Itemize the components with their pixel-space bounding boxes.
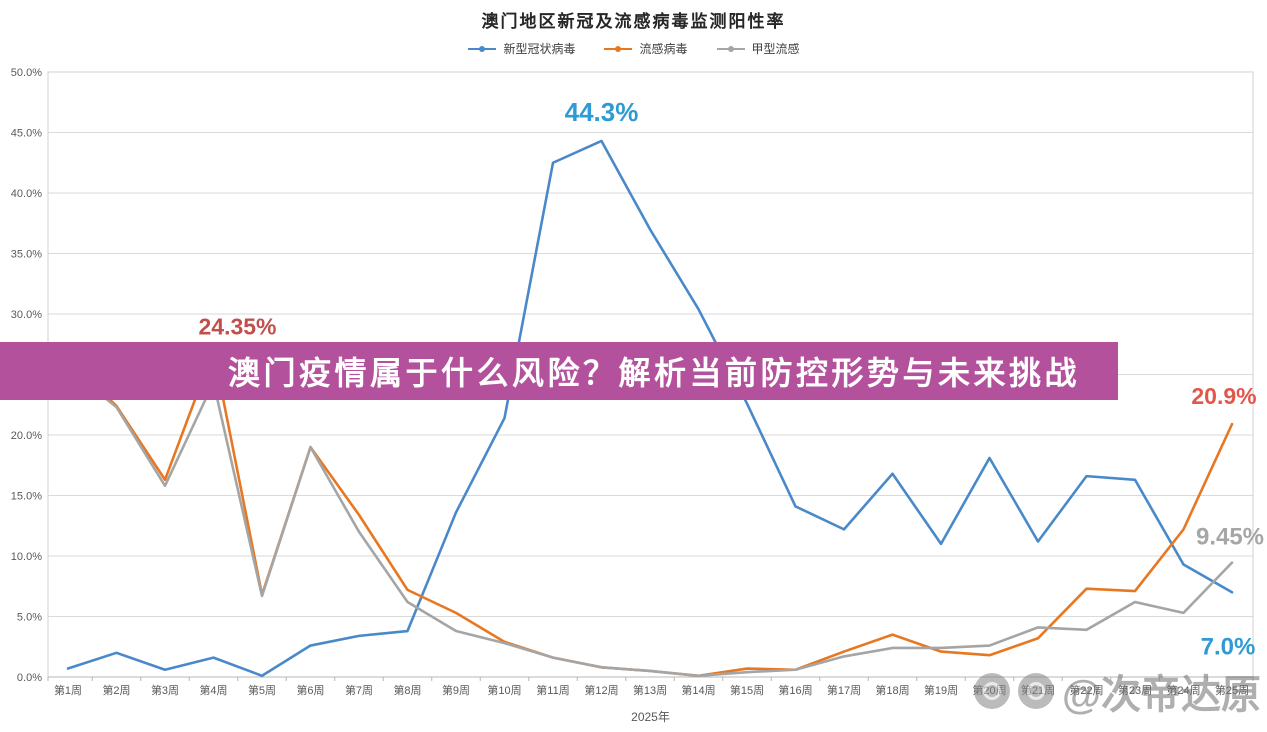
legend-label: 流感病毒 bbox=[639, 42, 688, 56]
x-tick-label: 第19周 bbox=[924, 683, 958, 697]
x-tick-label: 第3周 bbox=[151, 683, 179, 697]
data-label: 20.9% bbox=[1191, 383, 1256, 409]
x-tick-label: 第8周 bbox=[393, 683, 421, 697]
headline-text: 澳门疫情属于什么风险？解析当前防控形势与未来挑战 bbox=[228, 355, 1081, 391]
watermark-handle: @次帝达原 bbox=[1061, 673, 1261, 717]
x-tick-label: 第23周 bbox=[1118, 683, 1152, 697]
x-tick-label: 第14周 bbox=[681, 683, 715, 697]
legend-marker-icon bbox=[716, 45, 745, 52]
data-label: 9.45% bbox=[1196, 524, 1264, 551]
x-tick-label: 第1周 bbox=[54, 683, 82, 697]
data-label: 24.35% bbox=[198, 313, 276, 339]
x-tick-label: 第4周 bbox=[199, 683, 227, 697]
y-tick-label: 50.0% bbox=[11, 67, 42, 79]
legend-item: 甲型流感 bbox=[716, 40, 800, 57]
x-tick-label: 第13周 bbox=[633, 683, 667, 697]
data-label: 44.3% bbox=[565, 97, 639, 127]
watermark: @次帝达原 bbox=[973, 662, 1261, 720]
legend-label: 甲型流感 bbox=[751, 42, 800, 56]
y-tick-label: 30.0% bbox=[11, 309, 42, 321]
legend: 新型冠状病毒 流感病毒 甲型流感 bbox=[0, 40, 1267, 57]
x-tick-label: 第22周 bbox=[1069, 683, 1103, 697]
series-line-3 bbox=[66, 367, 1234, 678]
x-tick-label: 第17周 bbox=[827, 683, 861, 697]
headline-banner: 澳门疫情属于什么风险？解析当前防控形势与未来挑战 bbox=[0, 342, 1118, 400]
legend-item: 新型冠状病毒 bbox=[467, 40, 575, 57]
x-tick-label: 第5周 bbox=[248, 683, 276, 697]
x-tick-label: 第24周 bbox=[1166, 683, 1200, 697]
y-tick-label: 40.0% bbox=[11, 188, 42, 200]
y-tick-label: 10.0% bbox=[11, 551, 42, 563]
legend-item: 流感病毒 bbox=[603, 40, 688, 57]
x-tick-label: 第16周 bbox=[778, 683, 812, 697]
chart-title: 澳门地区新冠及流感病毒监测阳性率 bbox=[481, 12, 786, 31]
series-line-1 bbox=[66, 139, 1234, 678]
x-tick-label: 第6周 bbox=[296, 683, 324, 697]
x-tick-label: 第25周 bbox=[1215, 683, 1249, 697]
x-tick-label: 第11周 bbox=[536, 683, 569, 697]
x-tick-label: 第2周 bbox=[102, 683, 130, 697]
legend-marker-icon bbox=[468, 45, 497, 52]
x-tick-label: 第9周 bbox=[442, 683, 470, 697]
x-tick-label: 第18周 bbox=[875, 683, 909, 697]
x-tick-label: 第15周 bbox=[730, 683, 764, 697]
y-tick-label: 15.0% bbox=[11, 491, 42, 503]
legend-marker-icon bbox=[604, 45, 633, 52]
x-tick-label: 第7周 bbox=[345, 683, 373, 697]
x-tick-label: 第10周 bbox=[487, 683, 521, 697]
y-tick-label: 20.0% bbox=[11, 430, 42, 442]
y-tick-label: 45.0% bbox=[11, 128, 42, 140]
y-tick-label: 0.0% bbox=[17, 672, 42, 684]
legend-label: 新型冠状病毒 bbox=[503, 42, 576, 56]
watermark-logo-icon bbox=[1017, 673, 1054, 709]
x-tick-label: 第12周 bbox=[584, 683, 618, 697]
y-tick-label: 35.0% bbox=[11, 249, 42, 261]
watermark-badge-icon bbox=[973, 673, 1010, 709]
x-axis-year-label: 2025年 bbox=[631, 710, 670, 724]
y-tick-label: 5.0% bbox=[17, 612, 42, 624]
data-label: 7.0% bbox=[1201, 633, 1256, 660]
